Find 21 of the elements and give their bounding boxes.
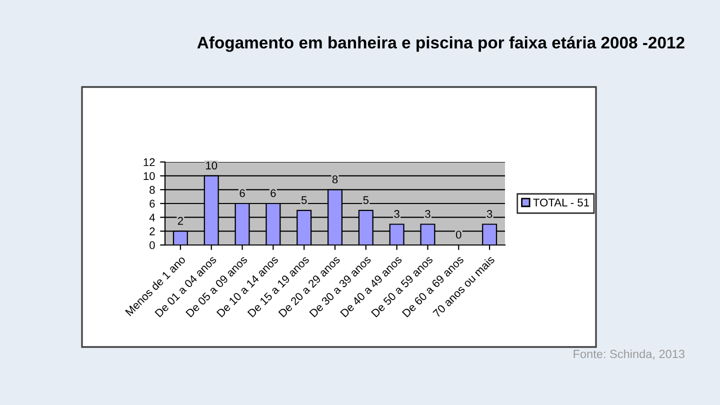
- data-label: 3: [394, 210, 400, 218]
- data-label: 3: [425, 210, 430, 218]
- data-label: 5: [363, 196, 369, 204]
- data-label: 8: [332, 175, 338, 184]
- data-label: 0: [456, 230, 462, 239]
- source-note: Fonte: Schinda, 2013: [574, 349, 684, 360]
- y-tick-label: 2: [150, 227, 155, 236]
- data-label: 6: [270, 189, 276, 198]
- chart-title: Afogamento em banheira e piscina por faixa etária 2008 -2012: [197, 36, 684, 52]
- legend-label: TOTAL - 51: [533, 198, 589, 206]
- data-label: 5: [301, 196, 307, 204]
- data-label: 6: [240, 189, 245, 198]
- y-tick-label: 0: [150, 241, 155, 250]
- y-tick-label: 4: [149, 214, 155, 222]
- y-tick-label: 10: [144, 172, 155, 180]
- y-tick-label: 8: [150, 186, 155, 194]
- y-tick-label: 6: [150, 200, 155, 208]
- y-tick-label: 12: [144, 158, 155, 166]
- data-label: 10: [206, 162, 218, 170]
- data-label: 3: [486, 210, 492, 218]
- data-label: 2: [178, 216, 183, 225]
